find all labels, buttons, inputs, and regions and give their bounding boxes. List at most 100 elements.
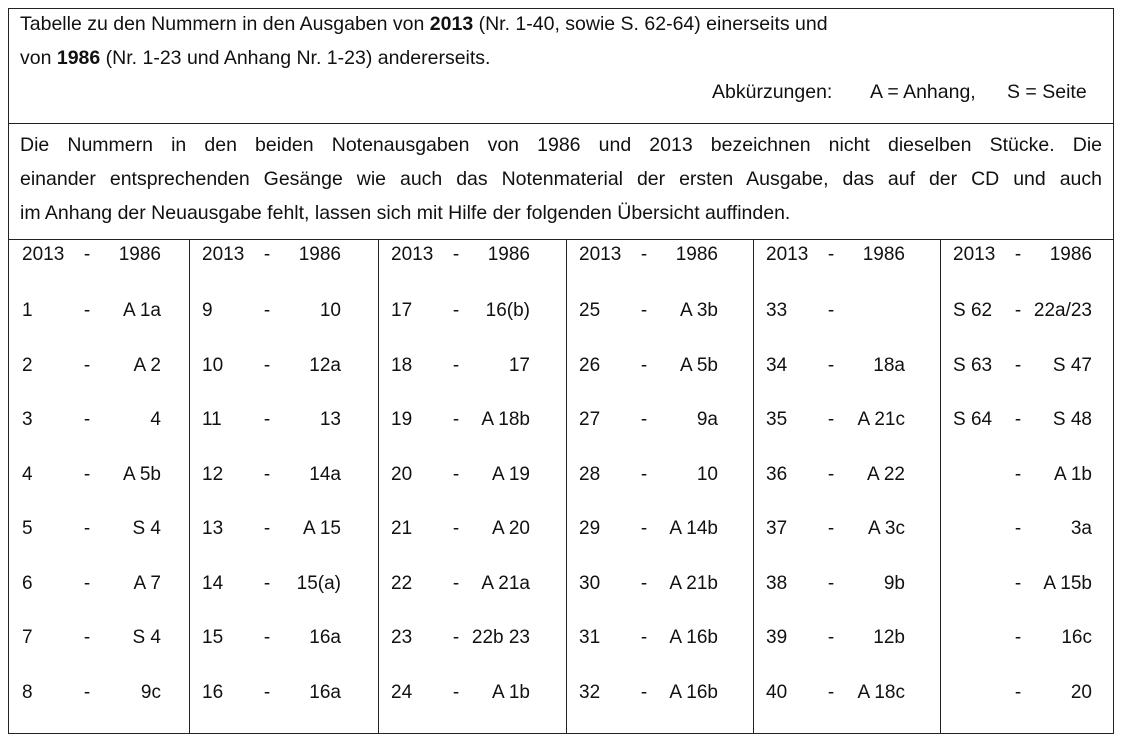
column-header-1986: 1986	[487, 244, 530, 265]
entry-2013: 1	[22, 300, 33, 321]
entry-2013: 21	[391, 518, 413, 539]
abbrev-seite: S = Seite	[1007, 81, 1087, 103]
entry-dash: -	[1014, 573, 1022, 594]
entry-2013: 15	[202, 627, 224, 648]
entry-2013: 23	[391, 627, 413, 648]
entry-2013: 19	[391, 409, 413, 430]
entry-2013: 12	[202, 464, 224, 485]
entry-1986: A 18b	[481, 409, 530, 430]
entry-1986: 12b	[873, 627, 905, 648]
entry-2013: 7	[22, 627, 33, 648]
entry-2013: 29	[579, 518, 601, 539]
entry-1986: A 5b	[679, 355, 718, 376]
intro-line: einander entsprechenden Gesänge wie auch…	[20, 168, 1102, 190]
entry-dash: -	[827, 464, 835, 485]
entry-2013: 32	[579, 682, 601, 703]
entry-2013: S 62	[953, 300, 993, 321]
entry-1986: A 2	[133, 355, 161, 376]
entry-2013: 28	[579, 464, 601, 485]
entry-dash: -	[640, 355, 648, 376]
entry-dash: -	[263, 573, 271, 594]
entry-1986: 16c	[1061, 627, 1092, 648]
entry-1986: 9b	[883, 573, 905, 594]
entry-dash: -	[1014, 355, 1022, 376]
entry-2013: 36	[766, 464, 788, 485]
title-line-2-suffix: (Nr. 1-23 und Anhang Nr. 1-23) andererse…	[100, 47, 491, 69]
entry-1986: A 1a	[122, 300, 161, 321]
header-divider	[9, 123, 1113, 124]
entry-2013: 18	[391, 355, 413, 376]
column-divider	[189, 239, 190, 733]
entry-2013: 6	[22, 573, 33, 594]
entry-2013: 25	[579, 300, 601, 321]
column-header-1986: 1986	[862, 244, 905, 265]
intro-divider	[9, 239, 1113, 240]
abbrev-anhang: A = Anhang,	[870, 81, 976, 103]
column-header-1986: 1986	[118, 244, 161, 265]
column-divider	[378, 239, 379, 733]
entry-1986: A 21a	[481, 573, 530, 594]
entry-dash: -	[263, 518, 271, 539]
entry-2013: 17	[391, 300, 413, 321]
entry-1986: A 21b	[669, 573, 718, 594]
entry-1986: 22a/23	[1033, 300, 1092, 321]
entry-2013: 31	[579, 627, 601, 648]
column-divider	[940, 239, 941, 733]
entry-dash: -	[83, 627, 91, 648]
entry-dash: -	[640, 464, 648, 485]
entry-1986: 10	[696, 464, 718, 485]
entry-1986: S 4	[132, 518, 161, 539]
entry-dash: -	[263, 409, 271, 430]
entry-1986: S 48	[1052, 409, 1092, 430]
entry-2013: 27	[579, 409, 601, 430]
entry-1986: A 1b	[1053, 464, 1092, 485]
entry-2013: 34	[766, 355, 788, 376]
entry-dash: -	[640, 682, 648, 703]
entry-2013: 33	[766, 300, 788, 321]
entry-1986: 15(a)	[296, 573, 341, 594]
column-header-dash: -	[83, 244, 91, 265]
entry-dash: -	[83, 573, 91, 594]
entry-2013: 35	[766, 409, 788, 430]
column-header-dash: -	[452, 244, 460, 265]
entry-1986: A 22	[866, 464, 905, 485]
entry-dash: -	[263, 355, 271, 376]
column-header-2013: 2013	[579, 244, 622, 265]
entry-1986: S 47	[1052, 355, 1092, 376]
entry-dash: -	[827, 355, 835, 376]
entry-1986: A 15	[302, 518, 341, 539]
entry-1986: A 5b	[122, 464, 161, 485]
entry-1986: 12a	[309, 355, 341, 376]
entry-2013: 20	[391, 464, 413, 485]
entry-dash: -	[827, 627, 835, 648]
entry-2013: 37	[766, 518, 788, 539]
column-header-1986: 1986	[1049, 244, 1092, 265]
entry-2013: 3	[22, 409, 33, 430]
entry-2013: 2	[22, 355, 33, 376]
entry-2013: 4	[22, 464, 33, 485]
entry-2013: 11	[202, 409, 222, 430]
intro-line: im Anhang der Neuausgabe fehlt, lassen s…	[20, 202, 791, 224]
abbrev-label: Abkürzungen:	[712, 81, 833, 103]
entry-2013: 13	[202, 518, 224, 539]
entry-1986: 16(b)	[485, 300, 530, 321]
entry-dash: -	[452, 355, 460, 376]
entry-dash: -	[452, 627, 460, 648]
entry-1986: 22b 23	[471, 627, 530, 648]
title-year-2013: 2013	[429, 13, 474, 35]
entry-1986: A 16b	[669, 682, 718, 703]
entry-1986: A 7	[133, 573, 161, 594]
entry-2013: 30	[579, 573, 601, 594]
entry-1986: 16a	[309, 627, 341, 648]
entry-1986: 17	[508, 355, 530, 376]
entry-1986: 10	[319, 300, 341, 321]
entry-dash: -	[83, 300, 91, 321]
entry-dash: -	[1014, 300, 1022, 321]
column-header-dash: -	[263, 244, 271, 265]
intro-line: Die Nummern in den beiden Notenausgaben …	[20, 134, 1102, 156]
entry-2013: 10	[202, 355, 224, 376]
title-year-1986: 1986	[56, 47, 101, 69]
column-header-1986: 1986	[298, 244, 341, 265]
entry-dash: -	[827, 300, 835, 321]
entry-dash: -	[263, 627, 271, 648]
